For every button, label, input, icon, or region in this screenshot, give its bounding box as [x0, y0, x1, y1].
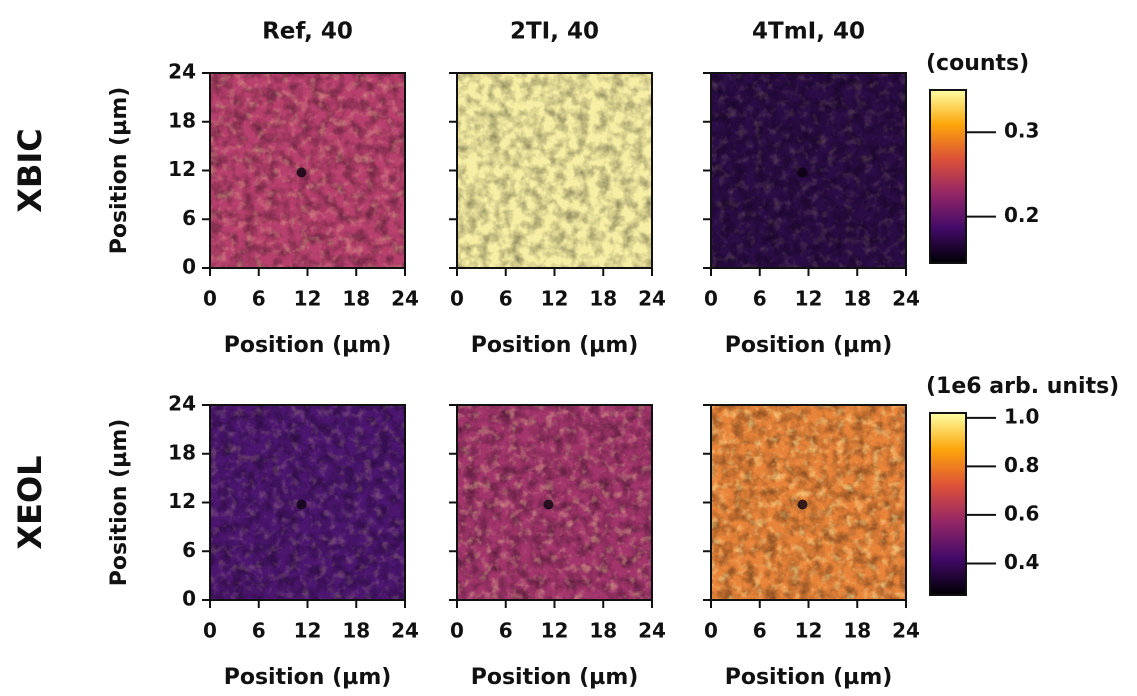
x-tick-label: 0 [450, 287, 464, 311]
x-tick-label: 12 [541, 619, 569, 643]
x-tick-label: 18 [843, 287, 871, 311]
x-tick-label: 18 [589, 619, 617, 643]
x-axis-label: Position (µm) [725, 333, 893, 358]
colorbar-label: (1e6 arb. units) [926, 374, 1119, 399]
heatmap-highlight [210, 73, 405, 268]
y-axis-label: Position (µm) [107, 419, 132, 587]
column-title: 4TmI, 40 [752, 19, 865, 45]
x-tick-label: 12 [795, 619, 823, 643]
row-label: XBIC [11, 128, 49, 212]
defect-spot [296, 167, 307, 178]
x-tick-label: 12 [541, 287, 569, 311]
heatmap-highlight [711, 73, 906, 268]
x-axis-label: Position (µm) [471, 333, 639, 358]
y-axis-label: Position (µm) [107, 87, 132, 255]
column-title: 2TI, 40 [510, 19, 599, 45]
x-tick-label: 6 [753, 619, 767, 643]
x-tick-label: 24 [391, 619, 419, 643]
y-tick-label: 6 [182, 538, 196, 562]
colorbar-tick-label: 0.6 [1004, 501, 1039, 525]
colorbar-tick-label: 0.8 [1004, 453, 1039, 477]
x-tick-label: 0 [704, 619, 718, 643]
x-tick-label: 24 [892, 287, 920, 311]
defect-spot [543, 499, 554, 510]
heatmap-highlight [210, 405, 405, 600]
x-tick-label: 6 [252, 619, 266, 643]
x-tick-label: 0 [450, 619, 464, 643]
defect-spot [797, 167, 808, 178]
x-tick-label: 6 [753, 287, 767, 311]
colorbar-tick-label: 0.2 [1004, 203, 1039, 227]
colorbar-tick-label: 0.3 [1004, 119, 1039, 143]
colorbar-label: (counts) [926, 51, 1029, 76]
y-tick-label: 24 [168, 392, 196, 416]
x-tick-label: 6 [499, 619, 513, 643]
x-tick-label: 0 [704, 287, 718, 311]
x-tick-label: 12 [294, 287, 322, 311]
y-tick-label: 18 [168, 440, 196, 464]
y-tick-label: 12 [168, 489, 196, 513]
colorbar-tick-label: 0.4 [1004, 550, 1039, 574]
x-tick-label: 18 [342, 287, 370, 311]
x-tick-label: 18 [589, 287, 617, 311]
x-tick-label: 24 [638, 619, 666, 643]
column-title: Ref, 40 [262, 19, 353, 45]
x-tick-label: 0 [203, 619, 217, 643]
defect-spot [797, 499, 808, 510]
x-tick-label: 24 [391, 287, 419, 311]
row-label: XEOL [11, 455, 49, 549]
colorbar [929, 412, 967, 596]
x-tick-label: 24 [892, 619, 920, 643]
heatmap-highlight [711, 405, 906, 600]
y-tick-label: 0 [182, 255, 196, 279]
x-axis-label: Position (µm) [725, 665, 893, 690]
y-tick-label: 0 [182, 587, 196, 611]
x-tick-label: 18 [843, 619, 871, 643]
x-tick-label: 12 [294, 619, 322, 643]
x-tick-label: 18 [342, 619, 370, 643]
x-tick-label: 24 [638, 287, 666, 311]
y-tick-label: 24 [168, 60, 196, 84]
colorbar [929, 89, 967, 264]
x-tick-label: 0 [203, 287, 217, 311]
x-tick-label: 6 [499, 287, 513, 311]
x-axis-label: Position (µm) [224, 333, 392, 358]
y-tick-label: 6 [182, 206, 196, 230]
y-tick-label: 12 [168, 157, 196, 181]
heatmap-highlight [457, 405, 652, 600]
x-tick-label: 12 [795, 287, 823, 311]
x-axis-label: Position (µm) [224, 665, 392, 690]
x-tick-label: 6 [252, 287, 266, 311]
heatmap-highlight [457, 73, 652, 268]
x-axis-label: Position (µm) [471, 665, 639, 690]
colorbar-tick-label: 1.0 [1004, 404, 1039, 428]
defect-spot [296, 499, 307, 510]
y-tick-label: 18 [168, 108, 196, 132]
